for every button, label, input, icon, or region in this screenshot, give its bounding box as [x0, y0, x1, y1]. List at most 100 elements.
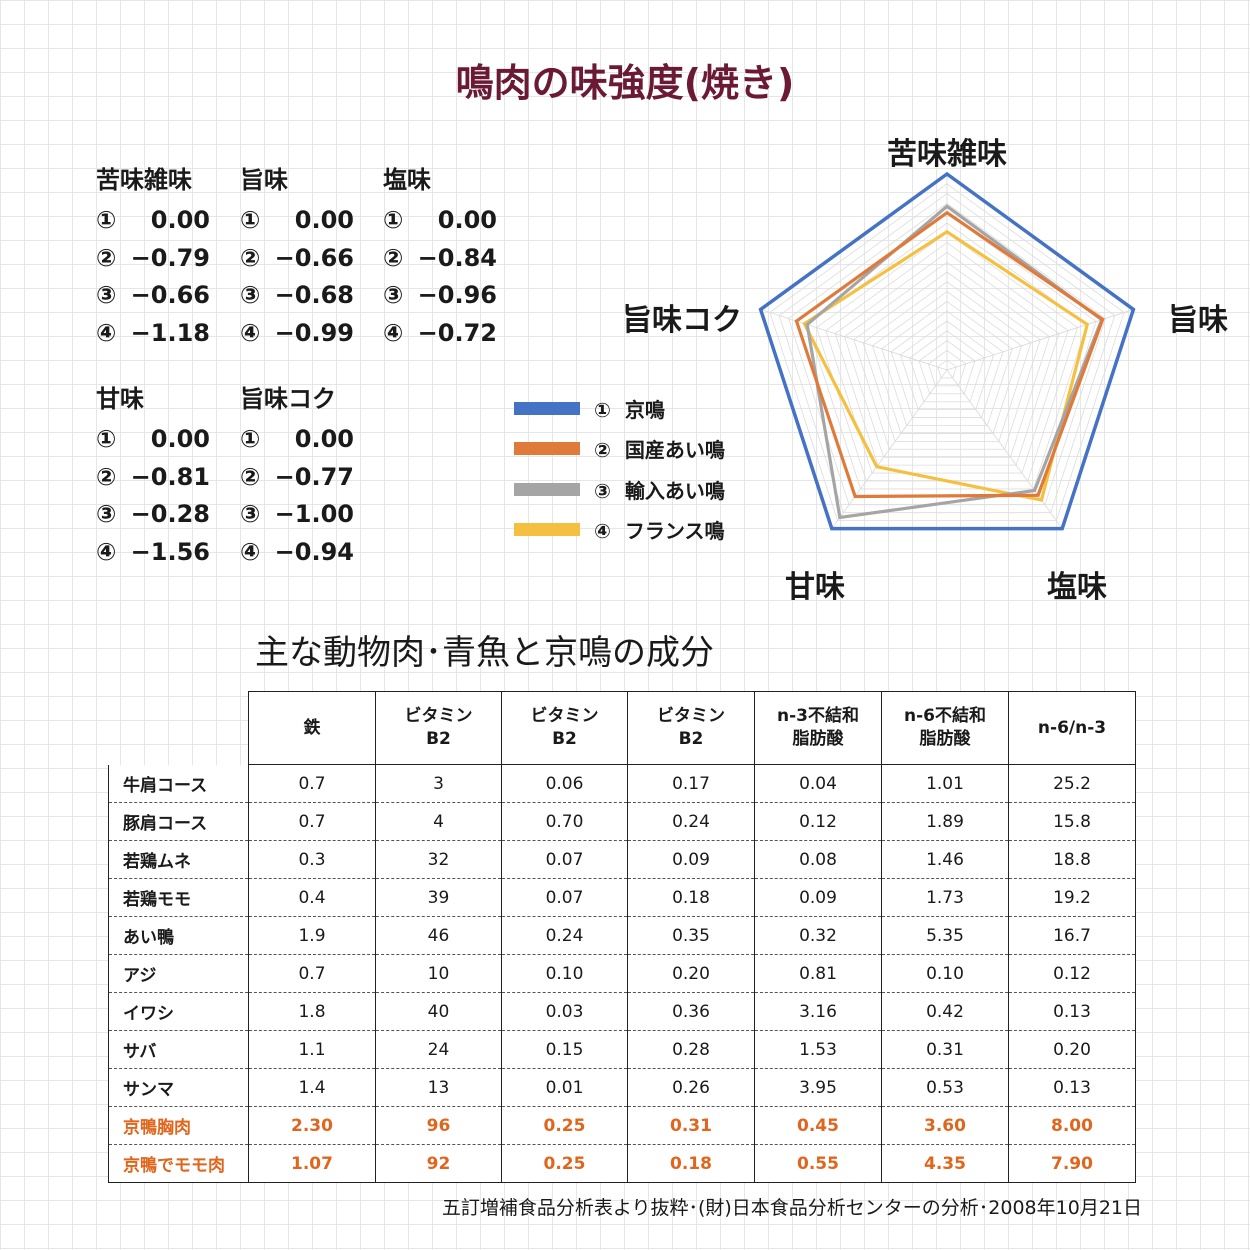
series-number: ② [383, 243, 404, 272]
taste-value: −0.94 [274, 537, 354, 566]
taste-value-row: ④ −1.18 [96, 315, 210, 353]
taste-value: −0.99 [274, 318, 354, 347]
table-cell: 0.7 [248, 764, 376, 803]
column-header-line: ビタミン [404, 706, 473, 726]
table-cell: 2.30 [248, 1106, 376, 1145]
table-row: アジ 0.7 10 0.10 0.20 0.81 0.10 0.12 [108, 954, 1136, 993]
radar-axis-label: 旨味 [1168, 303, 1228, 338]
series-number: ① [240, 425, 261, 453]
table-cell: 0.31 [627, 1106, 755, 1145]
column-header-line: 脂肪酸 [919, 729, 971, 749]
series-number: ① [240, 206, 261, 234]
table-cell: 0.24 [501, 916, 628, 955]
column-header-line: 脂肪酸 [792, 729, 844, 749]
table-cell: 0.12 [1008, 954, 1136, 993]
table-cell: 0.09 [754, 878, 882, 917]
table-cell: 0.20 [1008, 1030, 1136, 1069]
series-number: ② [240, 462, 261, 491]
page-title: 鳴肉の味強度(焼き) [455, 61, 795, 105]
table-column-header: n-6不結和 脂肪酸 [881, 691, 1009, 765]
table-cell: 1.4 [248, 1068, 376, 1107]
table-cell: 1.9 [248, 916, 376, 955]
row-label: アジ [108, 954, 249, 993]
legend-label: ② 国産あい鳴 [594, 438, 725, 463]
table-cell: 0.32 [754, 916, 882, 955]
table-cell: 0.18 [627, 1144, 755, 1183]
series-number: ① [383, 206, 404, 234]
table-cell: 0.35 [627, 916, 755, 955]
table-cell: 16.7 [1008, 916, 1136, 955]
taste-value: −0.72 [417, 318, 497, 347]
radar-grid-ring [918, 340, 976, 395]
table-cell: 92 [375, 1144, 502, 1183]
taste-value: −0.68 [274, 281, 354, 309]
series-number: ③ [240, 281, 261, 309]
column-header-line: n-6不結和 [904, 706, 986, 726]
table-cell: 24 [375, 1030, 502, 1069]
table-cell: 1.01 [881, 764, 1009, 803]
table-cell: 0.18 [627, 878, 755, 917]
table-cell: 46 [375, 916, 502, 955]
taste-value-row: ① 0.00 [96, 202, 210, 240]
taste-block: 旨味コク ① 0.00 ② −0.77 ③ −1.00 ④ −0.94 [240, 383, 354, 571]
radar-grid-ring [769, 183, 1125, 522]
series-number: ④ [240, 537, 261, 566]
table-cell: 1.8 [248, 992, 376, 1031]
table-corner [108, 691, 249, 765]
row-label: サンマ [108, 1068, 249, 1107]
radar-grid-ring [909, 330, 985, 403]
taste-value-row: ③ −0.96 [383, 277, 497, 315]
table-row: あい鴨 1.9 46 0.24 0.35 0.32 5.35 16.7 [108, 916, 1136, 955]
radar-spoke [946, 369, 1063, 529]
taste-value-row: ① 0.00 [383, 202, 497, 240]
radar-axis-label: 甘味 [785, 570, 845, 605]
table-row: サバ 1.1 24 0.15 0.28 1.53 0.31 0.20 [108, 1030, 1136, 1069]
table-cell: 0.24 [627, 802, 755, 841]
table-cell: 0.10 [501, 954, 628, 993]
table-cell: 0.01 [501, 1068, 628, 1107]
table-cell: 0.17 [627, 764, 755, 803]
taste-value-row: ② −0.81 [96, 459, 210, 497]
taste-value: −0.77 [274, 462, 354, 491]
series-number: ① [96, 206, 117, 234]
column-header-line: ビタミン [530, 706, 599, 726]
table-cell: 4 [375, 802, 502, 841]
column-header-line: B2 [552, 729, 577, 749]
legend-swatch [514, 523, 580, 537]
table-cell: 0.55 [754, 1144, 882, 1183]
table-cell: 3.16 [754, 992, 882, 1031]
taste-value-row: ③ −0.28 [96, 496, 210, 534]
taste-value: 0.00 [437, 206, 497, 234]
radar-spoke [831, 369, 948, 529]
table-cell: 0.26 [627, 1068, 755, 1107]
table-cell: 8.00 [1008, 1106, 1136, 1145]
radar-series-line [802, 229, 1090, 502]
taste-value-row: ② −0.84 [383, 240, 497, 278]
table-cell: 25.2 [1008, 764, 1136, 803]
table-cell: 7.90 [1008, 1144, 1136, 1183]
taste-block: 苦味雑味 ① 0.00 ② −0.79 ③ −0.66 ④ −1.18 [96, 164, 210, 352]
radar-axis-label: 塩味 [1047, 570, 1107, 605]
row-label: 若鶏ムネ [108, 840, 249, 879]
table-cell: 10 [375, 954, 502, 993]
taste-value: −0.66 [274, 243, 354, 272]
taste-value: 0.00 [294, 206, 354, 234]
series-number: ③ [96, 500, 117, 528]
table-cell: 0.53 [881, 1068, 1009, 1107]
taste-block: 塩味 ① 0.00 ② −0.84 ③ −0.96 ④ −0.72 [383, 164, 497, 352]
series-number: ③ [383, 281, 404, 309]
radar-axis-label: 苦味雑味 [887, 137, 1007, 172]
column-header-line: n-6/n-3 [1037, 717, 1107, 738]
taste-value-row: ① 0.00 [240, 421, 354, 459]
row-label: 京鴨胸肉 [108, 1106, 249, 1145]
table-cell: 1.89 [881, 802, 1009, 841]
taste-value: −0.84 [417, 243, 497, 272]
row-label: サバ [108, 1030, 249, 1069]
radar-grid-ring [899, 320, 995, 411]
table-cell: 39 [375, 878, 502, 917]
table-cell: 0.09 [627, 840, 755, 879]
table-title: 主な動物肉･青魚と京鳴の成分 [255, 633, 714, 673]
table-cell: 0.7 [248, 802, 376, 841]
series-number: ② [96, 243, 117, 272]
table-cell: 0.07 [501, 878, 628, 917]
